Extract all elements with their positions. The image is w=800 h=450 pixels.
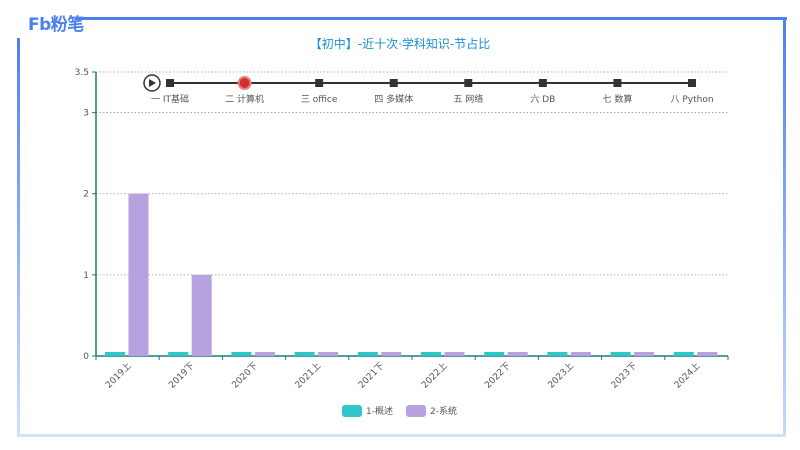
x-tick-label: 2023下 (610, 361, 640, 391)
x-tick-label: 2024上 (672, 360, 702, 390)
x-tick-label: 2020下 (230, 361, 260, 391)
bar-1 (294, 352, 315, 356)
bar-2 (191, 274, 212, 356)
timeline-label[interactable]: 四 多媒体 (374, 93, 413, 105)
bar-1 (168, 352, 189, 356)
timeline-label[interactable]: 五 网络 (453, 93, 483, 105)
bar-2 (507, 352, 528, 356)
bar-2 (318, 352, 339, 356)
timeline-node[interactable] (389, 79, 398, 87)
legend-swatch[interactable] (406, 405, 426, 417)
x-tick-label: 2022上 (419, 360, 449, 390)
chart-title: 【初中】-近十次·学科知识-节占比 (309, 37, 491, 51)
play-icon (149, 79, 156, 87)
timeline-node[interactable] (538, 79, 547, 87)
frame-border-top (75, 17, 787, 20)
bar-1 (231, 352, 252, 356)
x-tick-label: 2021上 (293, 360, 323, 390)
timeline-label[interactable]: 七 数算 (602, 93, 632, 105)
legend-label[interactable]: 2-系统 (430, 405, 457, 417)
bar-1 (547, 352, 568, 356)
bar-2 (444, 352, 465, 356)
timeline-node[interactable] (613, 79, 622, 87)
y-tick-label: 3 (83, 109, 89, 119)
bar-1 (484, 352, 505, 356)
timeline-node-active[interactable] (237, 76, 252, 90)
brand-logo: Fb粉笔 (28, 15, 84, 35)
x-tick-label: 2021下 (357, 361, 387, 391)
bar-2 (254, 352, 275, 356)
x-tick-label: 2019下 (167, 361, 197, 391)
timeline-label[interactable]: 三 office (301, 95, 338, 105)
frame-border-right (783, 17, 786, 437)
timeline-label[interactable]: 六 DB (530, 93, 555, 105)
y-tick-label: 0 (83, 352, 89, 362)
frame-border-bottom (17, 434, 786, 437)
bar-1 (105, 352, 125, 356)
timeline-node[interactable] (166, 79, 174, 87)
timeline-node[interactable] (464, 79, 473, 87)
bar-2 (634, 352, 655, 356)
timeline-label[interactable]: 八 Python (670, 95, 713, 105)
bar-2 (570, 352, 591, 356)
y-tick-label: 1 (83, 271, 89, 281)
x-tick-label: 2019上 (103, 360, 133, 390)
bar-1 (421, 352, 441, 356)
timeline-label[interactable]: 一 IT基础 (151, 93, 189, 105)
y-tick-label: 2 (83, 190, 89, 200)
legend-swatch[interactable] (342, 405, 362, 417)
bar-1 (357, 352, 378, 356)
y-tick-label: 3.5 (75, 68, 89, 78)
timeline-label[interactable]: 二 计算机 (225, 93, 264, 105)
bar-1 (610, 352, 631, 356)
timeline-node[interactable] (688, 79, 696, 87)
x-tick-label: 2023上 (546, 360, 576, 390)
frame-border-left (17, 38, 20, 437)
timeline-node[interactable] (315, 79, 324, 87)
bar-2 (697, 352, 718, 356)
bar-1 (673, 352, 694, 356)
bar-2 (128, 193, 149, 356)
bar-2 (381, 352, 402, 356)
x-tick-label: 2022下 (483, 361, 513, 391)
legend-label[interactable]: 1-概述 (366, 405, 393, 417)
